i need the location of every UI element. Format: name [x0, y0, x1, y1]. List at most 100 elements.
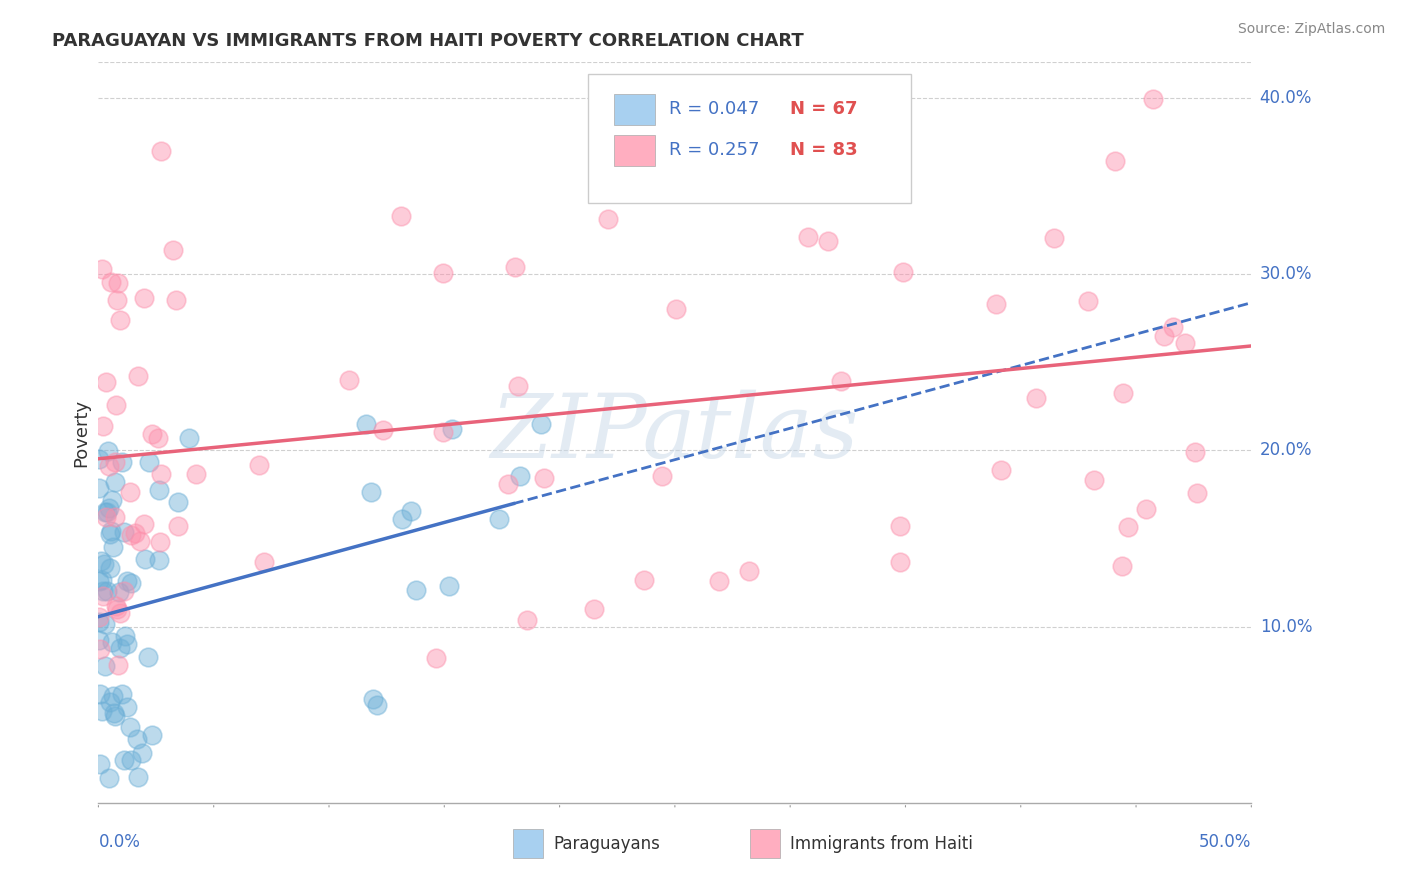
FancyBboxPatch shape	[513, 829, 544, 858]
Point	[583, 601, 606, 615]
Point	[817, 234, 839, 248]
Point	[399, 504, 422, 518]
Text: R = 0.047: R = 0.047	[669, 100, 759, 118]
Point	[118, 485, 141, 500]
Point	[165, 293, 187, 307]
Point	[363, 691, 385, 706]
Point	[94, 659, 117, 673]
Point	[1076, 293, 1098, 308]
Point	[1043, 231, 1066, 245]
Point	[516, 613, 538, 627]
Point	[134, 552, 156, 566]
Point	[533, 471, 555, 485]
Point	[337, 373, 360, 387]
Text: N = 83: N = 83	[790, 141, 858, 159]
Point	[1083, 474, 1105, 488]
Point	[506, 378, 529, 392]
Point	[136, 650, 159, 665]
Point	[107, 276, 129, 290]
Point	[128, 534, 150, 549]
Point	[252, 555, 274, 569]
Text: R = 0.257: R = 0.257	[669, 141, 759, 159]
Point	[148, 535, 170, 549]
FancyBboxPatch shape	[589, 73, 911, 203]
Point	[100, 524, 122, 538]
Point	[103, 509, 125, 524]
Point	[371, 423, 394, 437]
Point	[1116, 519, 1139, 533]
Point	[797, 229, 820, 244]
Point	[112, 753, 135, 767]
Point	[709, 574, 731, 588]
FancyBboxPatch shape	[749, 829, 780, 858]
Point	[810, 139, 832, 153]
Point	[138, 455, 160, 469]
Point	[633, 574, 655, 588]
Point	[98, 695, 121, 709]
Point	[89, 642, 111, 657]
Point	[818, 178, 841, 192]
Point	[104, 455, 127, 469]
Point	[101, 541, 124, 555]
Y-axis label: Poverty: Poverty	[72, 399, 90, 467]
Point	[105, 293, 128, 308]
Point	[125, 732, 148, 747]
Point	[1135, 502, 1157, 516]
Text: 0.0%: 0.0%	[98, 833, 141, 851]
Point	[91, 584, 114, 599]
Point	[1161, 319, 1184, 334]
Point	[488, 512, 510, 526]
Text: PARAGUAYAN VS IMMIGRANTS FROM HAITI POVERTY CORRELATION CHART: PARAGUAYAN VS IMMIGRANTS FROM HAITI POVE…	[52, 32, 804, 50]
Point	[120, 753, 142, 767]
Point	[724, 161, 747, 175]
Point	[89, 574, 111, 588]
Point	[247, 458, 270, 472]
Point	[1153, 328, 1175, 343]
Point	[167, 518, 190, 533]
Point	[104, 475, 127, 489]
Point	[509, 468, 531, 483]
Text: N = 67: N = 67	[790, 100, 858, 118]
Point	[665, 301, 688, 316]
Point	[166, 494, 188, 508]
Point	[89, 452, 111, 467]
Point	[110, 606, 132, 620]
Point	[984, 297, 1007, 311]
Point	[598, 212, 620, 227]
Point	[148, 431, 170, 445]
Point	[432, 425, 454, 439]
Point	[96, 505, 118, 519]
Point	[889, 555, 911, 569]
Point	[1185, 485, 1208, 500]
Point	[93, 617, 115, 632]
Point	[891, 264, 914, 278]
Point	[889, 519, 911, 533]
Point	[391, 511, 413, 525]
Point	[127, 770, 149, 784]
FancyBboxPatch shape	[614, 95, 655, 126]
Text: 40.0%: 40.0%	[1260, 88, 1312, 107]
Point	[127, 368, 149, 383]
Point	[90, 261, 112, 276]
FancyBboxPatch shape	[614, 135, 655, 166]
Point	[110, 313, 132, 327]
Point	[150, 467, 173, 481]
Point	[1174, 336, 1197, 351]
Point	[131, 746, 153, 760]
Point	[132, 517, 155, 532]
Point	[115, 574, 138, 589]
Point	[186, 467, 208, 482]
Point	[1184, 445, 1206, 459]
Point	[148, 483, 170, 497]
Point	[91, 573, 114, 587]
Point	[389, 209, 412, 223]
Point	[354, 417, 377, 431]
Point	[1112, 386, 1135, 401]
Point	[179, 431, 201, 445]
Point	[87, 632, 110, 647]
Point	[1142, 92, 1164, 106]
Point	[360, 484, 382, 499]
Point	[124, 525, 146, 540]
Point	[115, 637, 138, 651]
Point	[120, 575, 142, 590]
